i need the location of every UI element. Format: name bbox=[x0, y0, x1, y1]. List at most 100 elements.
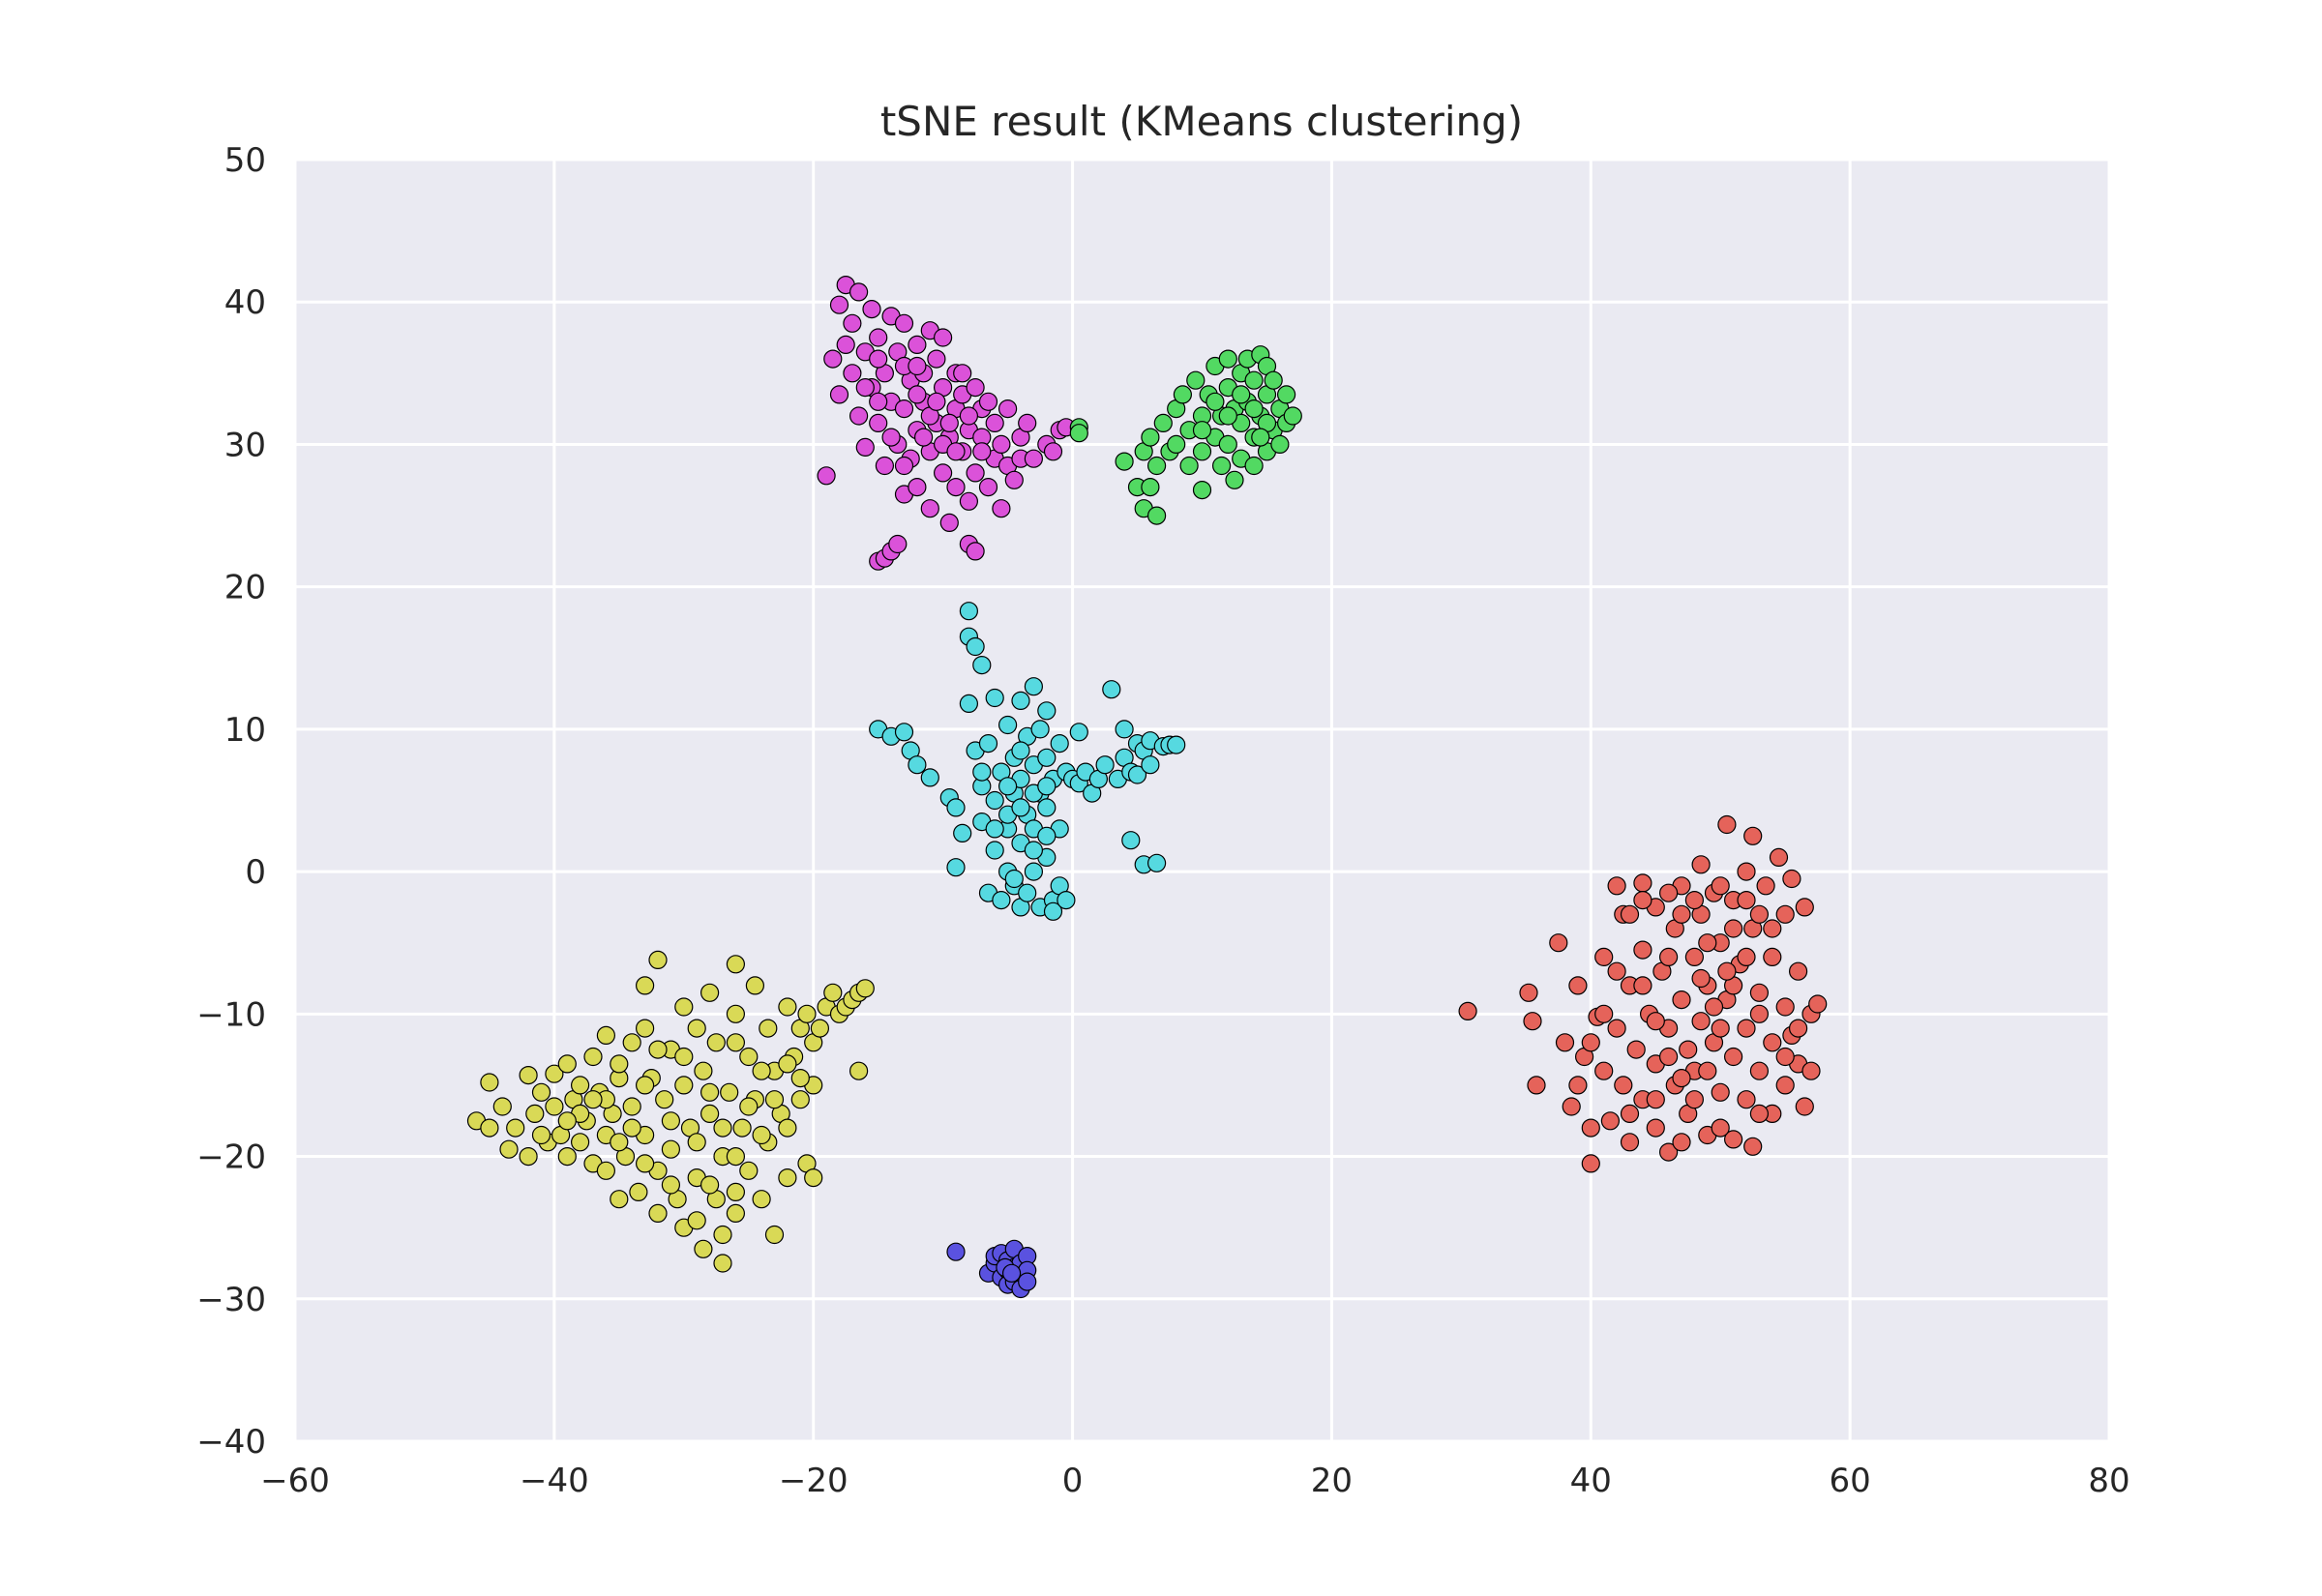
scatter-point bbox=[810, 1019, 830, 1038]
scatter-point bbox=[1146, 853, 1167, 872]
scatter-point bbox=[1004, 470, 1024, 489]
scatter-point bbox=[596, 1025, 616, 1046]
scatter-point bbox=[745, 976, 765, 995]
x-axis-ticks: −60 −40 −20 0 20 40 60 80 bbox=[260, 1462, 2130, 1500]
scatter-point bbox=[1633, 890, 1652, 910]
scatter-point bbox=[894, 723, 914, 742]
scatter-point bbox=[1218, 406, 1237, 426]
scatter-point bbox=[966, 542, 985, 561]
x-tick-label: 40 bbox=[1570, 1462, 1612, 1500]
scatter-point bbox=[694, 1061, 713, 1080]
scatter-point bbox=[1795, 898, 1814, 917]
scatter-point bbox=[1679, 1040, 1698, 1059]
scatter-point bbox=[1018, 1272, 1037, 1291]
x-tick-label: 20 bbox=[1311, 1462, 1353, 1500]
scatter-point bbox=[1614, 1076, 1633, 1095]
scatter-point bbox=[869, 328, 888, 347]
scatter-point bbox=[881, 428, 901, 447]
scatter-point bbox=[894, 399, 914, 419]
scatter-point bbox=[985, 841, 1004, 860]
scatter-point bbox=[959, 694, 979, 714]
scatter-point bbox=[978, 733, 998, 754]
cluster-series bbox=[466, 950, 875, 1273]
scatter-point bbox=[1581, 1033, 1600, 1052]
scatter-point bbox=[1264, 370, 1283, 390]
scatter-point bbox=[1244, 456, 1264, 476]
scatter-point bbox=[739, 1047, 759, 1067]
scatter-point bbox=[1244, 399, 1264, 419]
scatter-point bbox=[1607, 961, 1626, 981]
scatter-point bbox=[732, 1118, 752, 1138]
scatter-point bbox=[823, 349, 843, 369]
scatter-point bbox=[1658, 947, 1679, 967]
scatter-point bbox=[848, 282, 869, 302]
scatter-point bbox=[778, 997, 797, 1017]
scatter-point bbox=[1232, 385, 1251, 404]
scatter-point bbox=[972, 442, 992, 461]
scatter-point bbox=[648, 1040, 668, 1059]
scatter-point bbox=[1658, 883, 1679, 902]
scatter-point bbox=[823, 983, 843, 1002]
scatter-point bbox=[953, 823, 972, 843]
scatter-point bbox=[583, 1090, 603, 1109]
scatter-point bbox=[1737, 947, 1756, 967]
scatter-point bbox=[1646, 1118, 1665, 1138]
scatter-point bbox=[661, 1175, 681, 1195]
scatter-point bbox=[939, 413, 959, 432]
scatter-point bbox=[1037, 798, 1057, 817]
scatter-point bbox=[1024, 862, 1044, 881]
scatter-point bbox=[759, 1019, 778, 1038]
scatter-point bbox=[1607, 876, 1626, 896]
scatter-point bbox=[1206, 392, 1225, 411]
scatter-point bbox=[622, 1118, 641, 1138]
scatter-point bbox=[764, 1090, 785, 1109]
scatter-point bbox=[1004, 869, 1024, 889]
scatter-point bbox=[985, 413, 1004, 432]
scatter-point bbox=[1141, 478, 1160, 497]
scatter-point bbox=[557, 1146, 577, 1167]
scatter-point bbox=[1788, 961, 1808, 981]
scatter-point bbox=[739, 1097, 759, 1116]
scatter-point bbox=[1218, 349, 1237, 369]
scatter-point bbox=[1691, 968, 1711, 989]
scatter-point bbox=[596, 1161, 616, 1180]
scatter-point bbox=[869, 392, 888, 411]
scatter-point bbox=[635, 976, 655, 995]
scatter-point bbox=[1043, 901, 1063, 921]
scatter-point bbox=[1717, 814, 1737, 835]
scatter-point bbox=[720, 1082, 739, 1102]
scatter-point bbox=[1523, 1012, 1542, 1031]
scatter-point bbox=[1626, 1040, 1646, 1059]
plot-area bbox=[295, 160, 2109, 1441]
scatter-point bbox=[1270, 434, 1290, 454]
scatter-point bbox=[687, 1133, 706, 1152]
scatter-point bbox=[1030, 720, 1050, 739]
scatter-point bbox=[894, 456, 914, 476]
scatter-point bbox=[1192, 481, 1212, 500]
scatter-point bbox=[1192, 442, 1212, 461]
scatter-point bbox=[1633, 976, 1652, 995]
scatter-point bbox=[927, 349, 946, 369]
scatter-point bbox=[1037, 826, 1057, 845]
scatter-point bbox=[674, 997, 694, 1017]
x-tick-label: −60 bbox=[260, 1462, 330, 1500]
scatter-point bbox=[913, 428, 934, 447]
scatter-point bbox=[1244, 370, 1264, 390]
scatter-point bbox=[674, 1076, 694, 1095]
scatter-point bbox=[1037, 777, 1057, 796]
scatter-point bbox=[1684, 1090, 1705, 1109]
scatter-point bbox=[1620, 1133, 1640, 1152]
scatter-point bbox=[992, 434, 1011, 454]
scatter-point bbox=[1743, 1137, 1763, 1156]
scatter-point bbox=[610, 1190, 629, 1209]
scatter-point bbox=[1711, 876, 1730, 896]
scatter-point bbox=[985, 688, 1004, 708]
scatter-point bbox=[700, 1175, 720, 1195]
x-tick-label: −40 bbox=[520, 1462, 589, 1500]
scatter-point bbox=[1620, 904, 1640, 924]
scatter-point bbox=[1769, 847, 1789, 868]
scatter-point bbox=[557, 1054, 577, 1074]
scatter-point bbox=[1723, 1130, 1743, 1149]
scatter-point bbox=[908, 755, 927, 775]
